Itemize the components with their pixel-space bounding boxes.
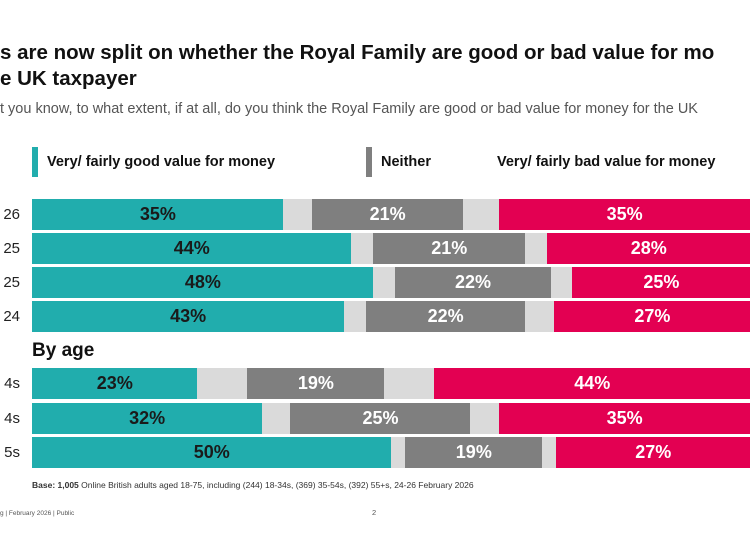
data-label: 44%: [574, 373, 611, 393]
data-label: 25%: [362, 408, 399, 428]
bar-row: 32% 25% 35%: [32, 403, 750, 434]
bar-segment-neither: 25%: [290, 403, 471, 434]
question-text: t you know, to what extent, if at all, d…: [0, 101, 698, 117]
bar-segment-gap-2: [462, 199, 500, 230]
data-label: 27%: [635, 442, 672, 462]
bar-segment-good: 48%: [32, 267, 374, 298]
bar-segment-bad: 28%: [546, 233, 750, 264]
bar-segment-gap-1: [197, 368, 248, 399]
title-line-1: s are now split on whether the Royal Fam…: [0, 41, 715, 64]
bar-row: 44% 21% 28%: [32, 233, 750, 264]
data-label: 19%: [297, 373, 334, 393]
data-label: 23%: [96, 373, 133, 393]
bar-segment-gap-1: [391, 437, 406, 468]
data-label: 32%: [129, 408, 166, 428]
row-label: 5s: [4, 444, 20, 461]
bar-segment-good: 35%: [32, 199, 284, 230]
data-label: 35%: [139, 204, 176, 224]
bar-row: 50% 19% 27%: [32, 437, 750, 468]
legend-good-swatch: [32, 147, 38, 177]
row-label: 4s: [4, 375, 20, 392]
bar-row: 23% 19% 44%: [32, 368, 750, 399]
bar-segment-neither: 21%: [312, 199, 464, 230]
data-label: 44%: [173, 238, 210, 258]
bar-segment-bad: 35%: [498, 199, 750, 230]
bar-segment-gap-1: [343, 301, 367, 332]
row-label: 25: [3, 240, 20, 257]
legend-good: Very/ fairly good value for money: [32, 147, 275, 177]
base-note: Base: 1,005 Online British adults aged 1…: [32, 480, 474, 490]
data-label: 50%: [193, 442, 230, 462]
legend-neither: Neither: [366, 147, 431, 177]
footer-text: g | February 2026 | Public: [0, 510, 75, 517]
bar-segment-gap-1: [261, 403, 291, 434]
bar-segment-gap-1: [373, 267, 396, 298]
bar-segment-gap-2: [469, 403, 500, 434]
data-label: 43%: [170, 306, 207, 326]
chart-title: s are now split on whether the Royal Fam…: [0, 40, 750, 92]
row-label: 25: [3, 274, 20, 291]
bar-segment-gap-1: [351, 233, 374, 264]
row-label: 24: [3, 308, 20, 325]
data-label: 35%: [606, 204, 643, 224]
bar-segment-neither: 22%: [394, 267, 552, 298]
bar-segment-bad: 25%: [572, 267, 750, 298]
page-number: 2: [372, 508, 377, 517]
bar-row: 48% 22% 25%: [32, 267, 750, 298]
row-label: 26: [3, 206, 20, 223]
data-label: 48%: [184, 272, 221, 292]
data-label: 27%: [634, 306, 671, 326]
data-label: 21%: [431, 238, 468, 258]
bar-segment-good: 43%: [32, 301, 345, 332]
bar-segment-neither: 19%: [247, 368, 385, 399]
bar-segment-gap-2: [525, 233, 548, 264]
bar-segment-good: 32%: [32, 403, 263, 434]
bar-segment-bad: 27%: [556, 437, 750, 468]
title-line-2: e UK taxpayer: [0, 67, 137, 90]
data-label: 21%: [369, 204, 406, 224]
data-label: 22%: [427, 306, 464, 326]
bar-segment-neither: 21%: [372, 233, 526, 264]
bar-segment-neither: 22%: [365, 301, 526, 332]
bar-segment-neither: 19%: [405, 437, 543, 468]
data-label: 22%: [454, 272, 491, 292]
bar-segment-good: 50%: [32, 437, 392, 468]
section-heading-by-age: By age: [32, 340, 95, 361]
bar-segment-bad: 35%: [498, 403, 750, 434]
data-label: 28%: [630, 238, 667, 258]
bar-segment-gap-2: [383, 368, 435, 399]
base-note-text: Online British adults aged 18-75, includ…: [81, 480, 474, 490]
bar-segment-gap-2: [541, 437, 557, 468]
row-label: 4s: [4, 410, 20, 427]
bar-segment-gap-1: [283, 199, 313, 230]
bar-segment-good: 44%: [32, 233, 352, 264]
bar-segment-bad: 44%: [434, 368, 750, 399]
bar-segment-bad: 27%: [554, 301, 750, 332]
base-note-bold: Base: 1,005: [32, 480, 79, 490]
data-label: 35%: [606, 408, 643, 428]
bar-row: 35% 21% 35%: [32, 199, 750, 230]
legend-neither-swatch: [366, 147, 372, 177]
legend-good-label: Very/ fairly good value for money: [47, 154, 276, 170]
bar-segment-gap-2: [525, 301, 555, 332]
bar-segment-good: 23%: [32, 368, 198, 399]
legend-bad-label: Very/ fairly bad value for money: [497, 154, 716, 170]
bar-row: 43% 22% 27%: [32, 301, 750, 332]
bar-segment-gap-2: [550, 267, 573, 298]
legend-bad: Very/ fairly bad value for money: [497, 147, 715, 177]
legend-neither-label: Neither: [381, 154, 431, 170]
data-label: 19%: [455, 442, 492, 462]
data-label: 25%: [643, 272, 680, 292]
